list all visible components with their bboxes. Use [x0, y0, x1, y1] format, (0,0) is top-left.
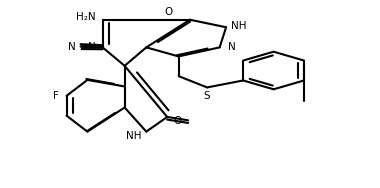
Text: NH: NH [231, 21, 247, 31]
Text: F: F [53, 91, 59, 101]
Text: O: O [164, 7, 173, 17]
Text: N: N [88, 42, 96, 52]
Text: O: O [173, 116, 181, 126]
Text: H₂N: H₂N [76, 12, 96, 22]
Text: S: S [204, 91, 211, 101]
Text: NH: NH [126, 131, 141, 141]
Text: N: N [68, 42, 76, 52]
Text: N: N [228, 42, 236, 52]
